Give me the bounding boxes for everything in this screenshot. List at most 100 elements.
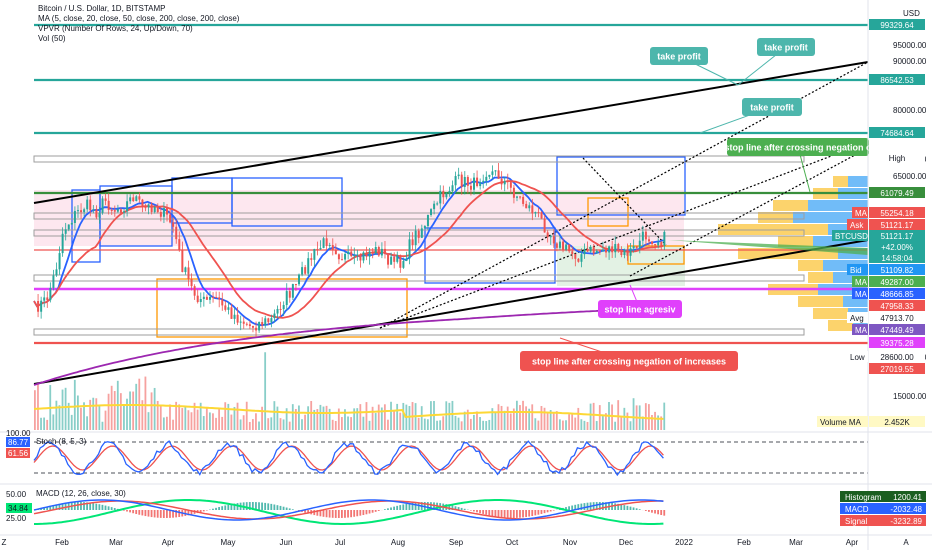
macd-histogram-bar — [497, 510, 500, 518]
volume-bar — [119, 393, 122, 430]
volume-bar — [196, 409, 199, 430]
label-tag: MA — [855, 326, 868, 335]
candle-body — [417, 230, 420, 238]
time-tick-label: Z — [2, 538, 7, 547]
volume-bar — [107, 393, 110, 430]
label-tag-bg — [847, 351, 868, 362]
macd-histogram-bar — [657, 510, 660, 515]
price-label-bg — [869, 152, 925, 163]
candle-body — [328, 245, 331, 247]
macd-histogram-bar — [347, 510, 349, 518]
macd-legend[interactable]: MACD (12, 26, close, 30) — [36, 489, 126, 498]
grey-range — [33, 155, 805, 163]
volume-bar — [245, 401, 248, 430]
macd-histogram-bar — [371, 510, 374, 513]
candle-body — [334, 249, 337, 255]
macd-histogram-bar — [89, 502, 92, 510]
candle-body — [469, 185, 472, 190]
candle-body — [399, 255, 402, 268]
price-label-bg — [869, 127, 925, 138]
macd-histogram-bar — [387, 508, 389, 510]
macd-histogram-bar — [215, 507, 217, 510]
vpvr-indicator-legend[interactable]: VPVR (Number Of Rows, 24, Up/Down, 70) — [38, 24, 193, 33]
candle-body — [264, 318, 267, 326]
volume-bar — [202, 416, 205, 430]
candle-body — [166, 207, 169, 215]
macd-histogram-bar — [528, 510, 531, 517]
stoch-legend[interactable]: Stoch (8, 5, 3) — [36, 437, 87, 446]
candle-body — [380, 248, 383, 256]
macd-legend-label: Histogram — [845, 493, 882, 502]
candle-body — [193, 286, 196, 296]
volume-bar — [221, 416, 224, 430]
candle-body — [482, 180, 485, 183]
symbol-title[interactable]: Bitcoin / U.S. Dollar, 1D, BITSTAMP — [38, 4, 166, 13]
price-label-bg — [869, 324, 925, 335]
label-tag: BTCUSD — [835, 232, 868, 241]
zone-box — [587, 197, 629, 227]
macd-histogram-bar — [341, 510, 343, 518]
zone-box — [556, 156, 686, 216]
macd-histogram-bar — [353, 510, 356, 517]
candle-body — [503, 180, 506, 185]
macd-histogram-bar — [261, 502, 263, 510]
candle-body — [473, 177, 476, 190]
macd-histogram-bar — [537, 510, 540, 515]
macd-histogram-bar — [515, 510, 518, 518]
volume-bar — [353, 408, 356, 430]
volume-bar — [460, 421, 463, 430]
macd-histogram-bar — [126, 510, 128, 512]
candle-body — [402, 261, 405, 268]
volume-bar — [568, 414, 570, 430]
volume-indicator-legend[interactable]: Vol (50) — [38, 34, 66, 43]
macd-histogram-bar — [307, 510, 310, 514]
volume-bar — [101, 421, 104, 430]
candle-body — [632, 246, 635, 249]
ma-indicator-legend[interactable]: MA (5, close, 20, close, 50, close, 200,… — [38, 14, 240, 23]
macd-histogram-bar — [405, 503, 408, 510]
volume-bar — [420, 406, 423, 430]
macd-histogram-bar — [61, 503, 64, 510]
volume-bar — [451, 400, 454, 430]
volume-bar — [337, 408, 340, 430]
macd-histogram-bar — [325, 510, 328, 518]
candle-body — [313, 248, 316, 260]
volume-bar — [657, 415, 660, 430]
candle-body — [595, 250, 598, 254]
macd-histogram-bar — [408, 503, 411, 510]
candle-body — [476, 177, 479, 187]
volume-bar — [181, 408, 184, 430]
vpvr-bar — [813, 236, 868, 247]
macd-histogram-bar — [601, 502, 604, 510]
candle-body — [540, 212, 543, 219]
volume-bar — [368, 420, 371, 430]
dotted-trend — [582, 157, 667, 246]
candle-body — [611, 246, 614, 253]
volume-bar — [589, 403, 592, 430]
label-tag-bg — [852, 288, 868, 299]
volume-bar — [408, 406, 411, 430]
volume-bar — [592, 402, 595, 430]
macd-histogram-bar — [129, 510, 131, 513]
macd-legend-value: 1200.41 — [893, 493, 922, 502]
macd-histogram-bar — [426, 502, 429, 510]
price-label: 51109.82 — [881, 266, 914, 275]
macd-histogram-bar — [279, 505, 282, 510]
volume-bar — [598, 405, 601, 430]
candle-body — [248, 324, 251, 326]
volume-bar — [399, 412, 402, 430]
candle-body — [304, 267, 307, 274]
candle-body — [80, 210, 83, 213]
candle-body — [408, 239, 411, 259]
volume-bar — [258, 421, 260, 430]
candle-body — [98, 212, 101, 218]
price-tick-label: 65000.00 — [893, 172, 927, 181]
volume-bar — [396, 403, 399, 430]
candle-body — [270, 318, 273, 323]
time-tick-label: Apr — [162, 538, 175, 547]
candle-body — [162, 207, 165, 217]
time-tick-label: A — [903, 538, 909, 547]
volume-bar — [611, 404, 613, 430]
volume-bar — [390, 401, 392, 430]
